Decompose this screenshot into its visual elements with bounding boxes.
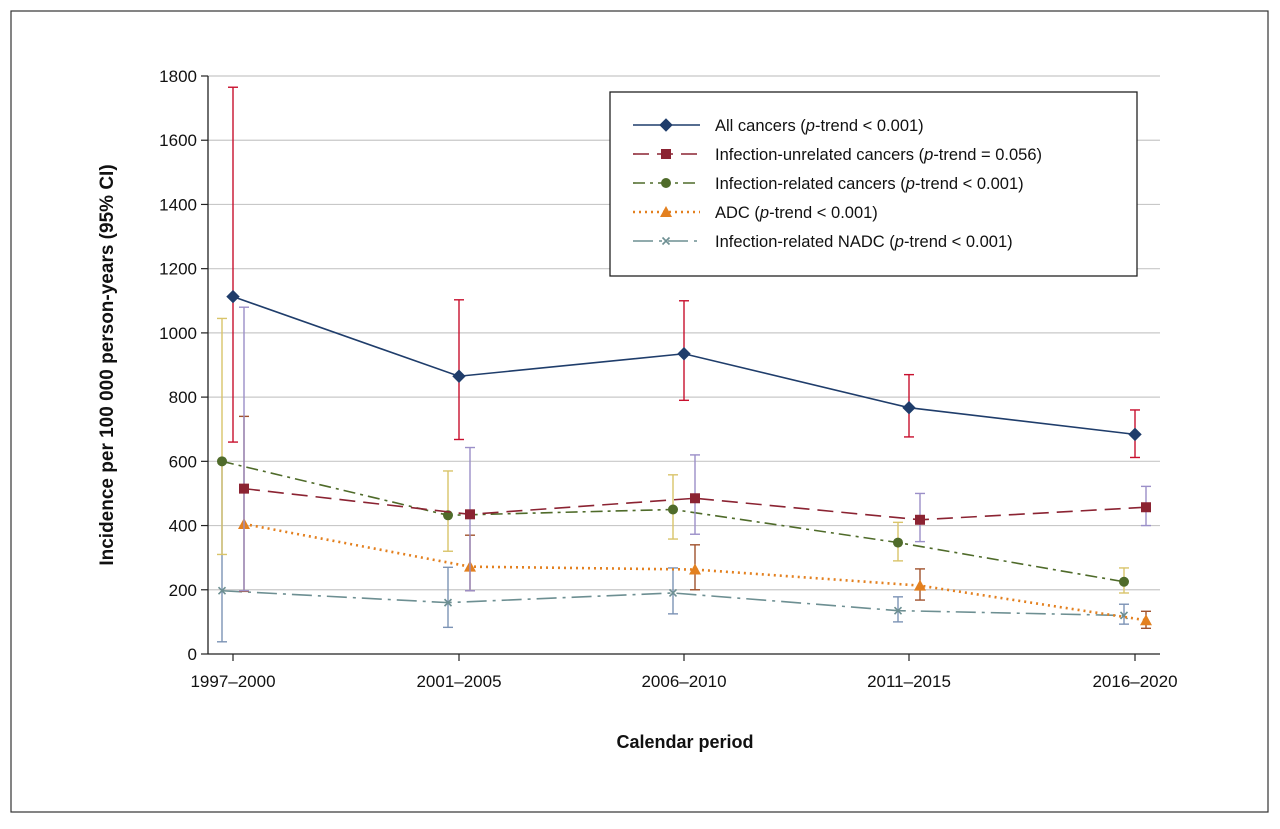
y-tick-label: 800 <box>169 388 197 407</box>
legend-label: All cancers (p-trend < 0.001) <box>715 117 924 135</box>
legend: All cancers (p-trend < 0.001)Infection-u… <box>609 91 1138 277</box>
data-point <box>443 598 453 607</box>
data-point <box>914 579 926 591</box>
y-axis-label: Incidence per 100 000 person-years (95% … <box>97 164 118 565</box>
legend-trend-label: -trend < 0.001) <box>904 233 1013 251</box>
data-point <box>1128 427 1142 442</box>
legend-item: ADC (p-trend < 0.001) <box>633 204 878 222</box>
legend-series-name: All cancers ( <box>715 117 806 135</box>
legend-series-name: Infection-unrelated cancers ( <box>715 146 925 164</box>
legend-trend-label: -trend = 0.056) <box>933 146 1042 164</box>
x-tick-label: 2001–2005 <box>416 672 501 691</box>
legend-label: ADC (p-trend < 0.001) <box>715 204 878 222</box>
x-tick-label: 2006–2010 <box>641 672 726 691</box>
data-point <box>902 401 916 415</box>
legend-series-name: Infection-related NADC ( <box>715 233 895 251</box>
legend-item: Infection-unrelated cancers (p-trend = 0… <box>633 146 1042 164</box>
series-line <box>243 487 1147 521</box>
data-point <box>226 289 240 304</box>
series-infection-related-cancers <box>217 317 1129 594</box>
y-tick-label: 1000 <box>159 324 197 343</box>
data-point <box>668 588 678 598</box>
y-tick-label: 1600 <box>159 131 197 150</box>
data-point <box>452 369 466 383</box>
legend-trend-label: -trend < 0.001) <box>815 117 924 135</box>
y-tick-label: 1400 <box>159 195 197 214</box>
axes: 0 200 400 600 800 1000 1200 1400 1600 1800 1997–20… <box>159 67 1177 691</box>
y-tick-label: 0 <box>188 645 197 664</box>
series-all-cancers <box>226 86 1142 459</box>
legend-label: Infection-unrelated cancers (p-trend = 0… <box>715 146 1042 164</box>
legend-marker <box>660 206 672 217</box>
data-point <box>1119 576 1129 587</box>
series-layer <box>217 86 1152 643</box>
legend-label: Infection-related cancers (p-trend < 0.0… <box>715 175 1024 193</box>
legend-p-symbol: p <box>894 233 904 251</box>
data-point <box>690 493 700 504</box>
legend-marker <box>659 118 673 132</box>
x-tick-label: 2016–2020 <box>1092 672 1177 691</box>
legend-marker <box>661 178 671 188</box>
y-tick-label: 600 <box>169 452 197 471</box>
data-point <box>217 586 227 595</box>
data-point <box>668 504 678 515</box>
legend-series-name: Infection-related cancers ( <box>715 175 906 193</box>
data-point <box>677 347 691 361</box>
legend-marker <box>661 149 671 159</box>
legend-item: Infection-related NADC (p-trend < 0.001) <box>633 233 1013 251</box>
legend-label: Infection-related NADC (p-trend < 0.001) <box>715 233 1013 251</box>
y-tick-label: 200 <box>169 581 197 600</box>
data-point <box>465 509 475 520</box>
x-tick-label: 1997–2000 <box>190 672 275 691</box>
legend-item: Infection-related cancers (p-trend < 0.0… <box>633 175 1024 193</box>
data-point <box>1141 502 1151 513</box>
y-tick-label: 400 <box>169 517 197 536</box>
y-tick-label: 1200 <box>159 260 197 279</box>
legend-series-name: ADC ( <box>715 204 760 222</box>
series-infection-unrelated-cancers <box>239 306 1151 592</box>
data-point <box>1140 614 1152 626</box>
x-tick-label: 2011–2015 <box>867 672 951 691</box>
legend-trend-label: -trend < 0.001) <box>769 204 878 222</box>
y-tick-label: 1800 <box>159 67 197 86</box>
data-point <box>217 456 227 467</box>
data-point <box>239 483 249 494</box>
data-point <box>915 514 925 525</box>
data-point <box>893 606 903 615</box>
legend-p-symbol: p <box>759 204 769 222</box>
series-line <box>221 589 1125 617</box>
data-point <box>689 563 701 575</box>
data-point <box>893 537 903 548</box>
legend-p-symbol: p <box>905 175 915 193</box>
legend-p-symbol: p <box>923 146 933 164</box>
legend-item: All cancers (p-trend < 0.001) <box>633 117 924 135</box>
x-axis-label: Calendar period <box>616 732 753 752</box>
legend-p-symbol: p <box>805 117 815 135</box>
legend-box <box>609 91 1138 277</box>
series-line <box>243 522 1147 622</box>
legend-trend-label: -trend < 0.001) <box>915 175 1024 193</box>
legend-marker <box>661 236 671 246</box>
